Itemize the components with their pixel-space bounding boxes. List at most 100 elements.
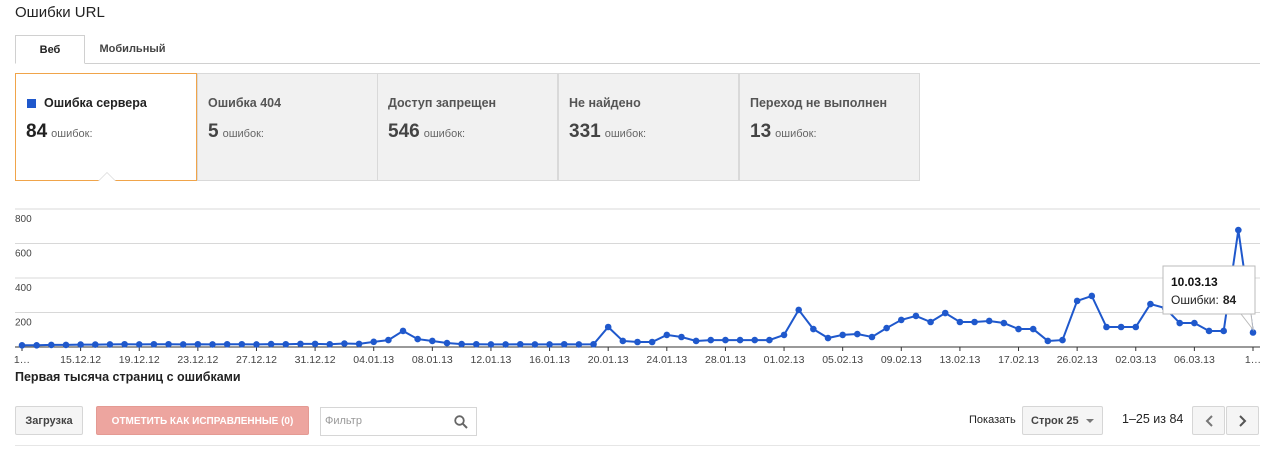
card-count-row: 546 ошибок:	[388, 121, 465, 143]
data-point	[121, 340, 128, 348]
tooltip-text: Ошибки: 84	[1171, 293, 1237, 307]
data-point	[1147, 300, 1154, 308]
data-point	[751, 336, 759, 344]
data-point	[575, 341, 583, 348]
data-point	[106, 341, 114, 348]
error-card[interactable]: Переход не выполнен 13 ошибок:	[739, 73, 920, 181]
data-point	[18, 341, 26, 349]
data-point	[1220, 327, 1227, 335]
data-point	[238, 340, 246, 348]
data-point	[1044, 337, 1052, 345]
card-count-row: 84 ошибок:	[26, 121, 93, 143]
data-point	[736, 336, 744, 344]
x-tick-label: 17.02.13	[998, 354, 1039, 366]
x-tick-label: 05.02.13	[822, 354, 863, 366]
card-pointer-inner	[99, 173, 115, 181]
tab[interactable]: Мобильный	[99, 43, 166, 55]
card-label: Ошибка 404	[208, 96, 282, 110]
data-point	[399, 327, 407, 335]
x-tick-label: 01.02.13	[764, 354, 805, 366]
card-count: 331	[569, 121, 601, 142]
x-tick-label: 15.12.12	[60, 354, 101, 366]
data-point	[443, 339, 451, 347]
prev-page-button[interactable]	[1192, 406, 1225, 435]
x-tick-label: 06.03.13	[1174, 354, 1215, 366]
filter-placeholder: Фильтр	[325, 415, 362, 427]
download-button[interactable]: Загрузка	[15, 406, 83, 435]
card-label: Доступ запрещен	[388, 96, 497, 110]
x-tick-label: 12.01.13	[471, 354, 512, 366]
tooltip-label: Ошибки:	[1171, 293, 1219, 307]
rows-dropdown[interactable]: Строк 25	[1022, 406, 1103, 435]
data-point	[692, 337, 700, 345]
data-point	[795, 306, 803, 314]
x-tick-label: 26.02.13	[1057, 354, 1098, 366]
data-point	[619, 337, 627, 345]
data-point	[1191, 319, 1198, 327]
data-point	[868, 333, 876, 341]
data-point	[912, 312, 920, 320]
rows-label: Строк 25	[1031, 415, 1079, 427]
data-point	[1088, 292, 1096, 300]
data-point	[883, 324, 890, 332]
search-icon	[454, 415, 468, 429]
chart: 200 400 600 800 1… 15.12.12 19.12.12 23.12.12 27…	[14, 208, 1261, 366]
data-point	[780, 331, 788, 339]
card-count: 84	[26, 121, 48, 142]
data-point	[77, 341, 84, 348]
error-card[interactable]: Ошибка сервера 84 ошибок:	[15, 73, 197, 181]
data-point	[956, 318, 964, 326]
card-count: 546	[388, 121, 420, 142]
tab[interactable]: Веб	[15, 35, 85, 64]
bottom-divider	[15, 445, 1260, 446]
data-point	[590, 340, 597, 348]
show-label: Показать	[969, 414, 1016, 426]
data-point	[1103, 323, 1110, 331]
x-tick-label: 09.02.13	[881, 354, 922, 366]
data-point	[282, 340, 290, 348]
card-count-row: 331 ошибок:	[569, 121, 646, 143]
data-point	[516, 340, 524, 348]
next-page-button[interactable]	[1226, 406, 1259, 435]
x-tick-label: 28.01.13	[705, 354, 746, 366]
next-icon	[1238, 415, 1246, 427]
error-card[interactable]: Ошибка 404 5 ошибок:	[197, 73, 378, 181]
data-point	[487, 341, 495, 348]
card-unit: ошибок:	[423, 128, 466, 140]
series-line	[22, 229, 1254, 347]
data-point	[253, 341, 260, 348]
x-tick-label: 02.03.13	[1115, 354, 1156, 366]
data-point	[267, 340, 275, 348]
x-tick-label: 27.12.12	[236, 354, 277, 366]
data-point	[1073, 297, 1081, 305]
tooltip-date: 10.03.13	[1171, 275, 1218, 289]
x-tick-label: 23.12.12	[177, 354, 218, 366]
data-point	[634, 338, 641, 346]
tab-divider	[85, 63, 1260, 64]
page-title: Ошибки URL	[15, 4, 105, 21]
x-tick-label: 19.12.12	[119, 354, 160, 366]
x-tick-label: 16.01.13	[529, 354, 570, 366]
x-tick-label: 31.12.12	[295, 354, 336, 366]
data-point	[1015, 325, 1022, 333]
error-card[interactable]: Не найдено 331 ошибок:	[558, 73, 739, 181]
data-point	[209, 341, 216, 348]
data-point	[1176, 319, 1184, 327]
x-tick-label: 04.01.13	[353, 354, 394, 366]
data-point	[502, 341, 509, 348]
data-point	[1235, 226, 1242, 234]
error-card[interactable]: Доступ запрещен 546 ошибок:	[377, 73, 558, 181]
data-point	[385, 336, 392, 344]
mark-fixed-button[interactable]: ОТМЕТИТЬ КАК ИСПРАВЛЕННЫЕ (0)	[96, 406, 309, 435]
filter-input[interactable]: Фильтр	[320, 407, 477, 436]
y-tick-label: 400	[15, 283, 32, 294]
x-tick-label: 24.01.13	[646, 354, 687, 366]
data-point	[429, 337, 436, 345]
tooltip-tail	[1240, 313, 1254, 332]
data-point	[370, 338, 378, 346]
data-point	[854, 330, 861, 338]
card-unit: ошибок:	[51, 128, 93, 140]
data-point	[472, 340, 480, 348]
data-point	[297, 340, 304, 348]
x-tick-label: 08.01.13	[412, 354, 453, 366]
